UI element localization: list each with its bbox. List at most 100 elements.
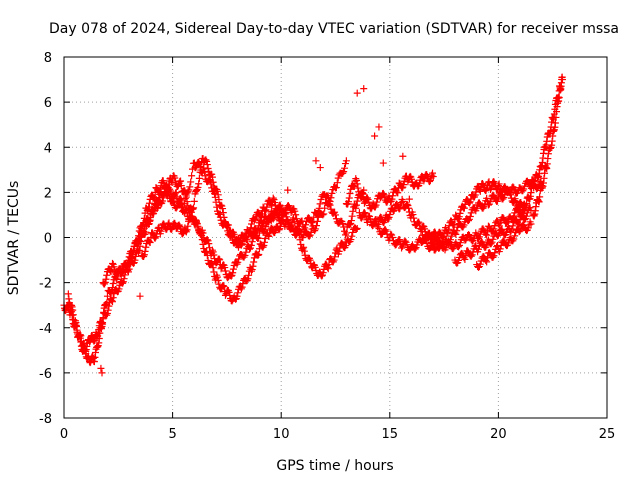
data-point-marker — [415, 179, 423, 187]
data-point-marker — [524, 224, 532, 232]
data-point-marker — [467, 252, 475, 260]
data-point-marker — [205, 240, 213, 248]
data-point-marker — [248, 266, 256, 274]
data-point-marker — [109, 280, 117, 288]
data-point-marker — [248, 267, 256, 275]
data-point-marker — [372, 201, 380, 209]
data-point-marker — [248, 232, 256, 240]
data-point-marker — [340, 168, 348, 176]
data-point-marker — [327, 194, 335, 202]
x-axis-label: GPS time / hours — [276, 458, 393, 474]
data-point-marker — [130, 247, 138, 255]
data-point-marker — [177, 182, 185, 190]
data-point-marker — [284, 217, 292, 225]
data-point-marker — [389, 192, 397, 200]
data-point-marker — [108, 287, 116, 295]
data-point-marker — [353, 89, 361, 97]
data-point-marker — [360, 85, 368, 93]
data-point-marker — [311, 227, 319, 235]
data-point-marker — [455, 256, 463, 264]
data-point-marker — [339, 169, 347, 177]
x-tick-label: 20 — [490, 427, 507, 442]
data-point-marker — [345, 198, 353, 206]
data-point-marker — [306, 256, 314, 264]
data-point-marker — [237, 285, 245, 293]
data-point-marker — [220, 213, 228, 221]
data-point-marker — [229, 265, 237, 273]
data-point-marker — [342, 157, 350, 165]
data-point-marker — [324, 265, 332, 273]
data-point-marker — [198, 236, 206, 244]
data-point-marker — [260, 241, 268, 249]
data-point-marker — [215, 196, 223, 204]
data-point-marker — [170, 198, 178, 206]
data-point-marker — [230, 230, 238, 238]
data-point-marker — [235, 255, 243, 263]
data-point-marker — [145, 217, 153, 225]
data-point-marker — [107, 289, 115, 297]
data-point-marker — [195, 180, 203, 188]
data-point-marker — [326, 197, 334, 205]
data-point-marker — [456, 239, 464, 247]
data-point-marker — [101, 278, 109, 286]
data-point-marker — [177, 201, 185, 209]
data-point-marker — [127, 254, 135, 262]
data-point-marker — [119, 278, 127, 286]
data-point-marker — [408, 175, 416, 183]
data-point-marker — [174, 182, 182, 190]
data-point-marker — [352, 201, 360, 209]
data-point-marker — [318, 272, 326, 280]
data-point-marker — [290, 214, 298, 222]
data-point-marker — [106, 267, 114, 275]
data-point-marker — [172, 188, 180, 196]
data-point-marker — [117, 272, 125, 280]
data-point-marker — [316, 164, 324, 172]
y-axis-label: SDTVAR / TECUs — [6, 181, 22, 296]
data-point-marker — [345, 194, 353, 202]
data-point-marker — [425, 231, 433, 239]
data-point-marker — [284, 186, 292, 194]
data-point-marker — [281, 209, 289, 217]
data-point-marker — [512, 197, 520, 205]
data-point-marker — [352, 176, 360, 184]
data-point-marker — [115, 285, 123, 293]
data-point-marker — [271, 199, 279, 207]
data-point-marker — [276, 202, 284, 210]
data-point-marker — [159, 192, 167, 200]
data-point-marker — [300, 247, 308, 255]
data-point-marker — [195, 174, 203, 182]
data-point-marker — [453, 227, 461, 235]
data-point-marker — [319, 269, 327, 277]
data-point-marker — [185, 186, 193, 194]
data-point-marker — [349, 182, 357, 190]
data-point-marker — [226, 291, 234, 299]
data-point-marker — [353, 197, 361, 205]
data-point-marker — [399, 152, 407, 160]
data-point-marker — [495, 222, 503, 230]
data-point-marker — [393, 201, 401, 209]
data-point-marker — [300, 243, 308, 251]
data-point-marker — [447, 232, 455, 240]
data-point-marker — [475, 199, 483, 207]
data-point-marker — [241, 251, 249, 259]
data-point-marker — [328, 189, 336, 197]
data-point-marker — [142, 243, 150, 251]
data-point-marker — [97, 364, 105, 372]
data-point-marker — [289, 224, 297, 232]
data-point-marker — [102, 275, 110, 283]
data-point-marker — [181, 195, 189, 203]
data-point-marker — [140, 251, 148, 259]
data-point-marker — [109, 294, 117, 302]
data-point-marker — [465, 217, 473, 225]
data-point-marker — [203, 161, 211, 169]
data-point-marker — [375, 224, 383, 232]
data-point-marker — [403, 200, 411, 208]
data-point-marker — [190, 197, 198, 205]
data-point-marker — [429, 173, 437, 181]
data-point-marker — [146, 239, 154, 247]
data-point-marker — [219, 282, 227, 290]
data-point-marker — [321, 204, 329, 212]
data-point-marker — [164, 183, 172, 191]
data-point-marker — [254, 225, 262, 233]
data-point-marker — [146, 216, 154, 224]
